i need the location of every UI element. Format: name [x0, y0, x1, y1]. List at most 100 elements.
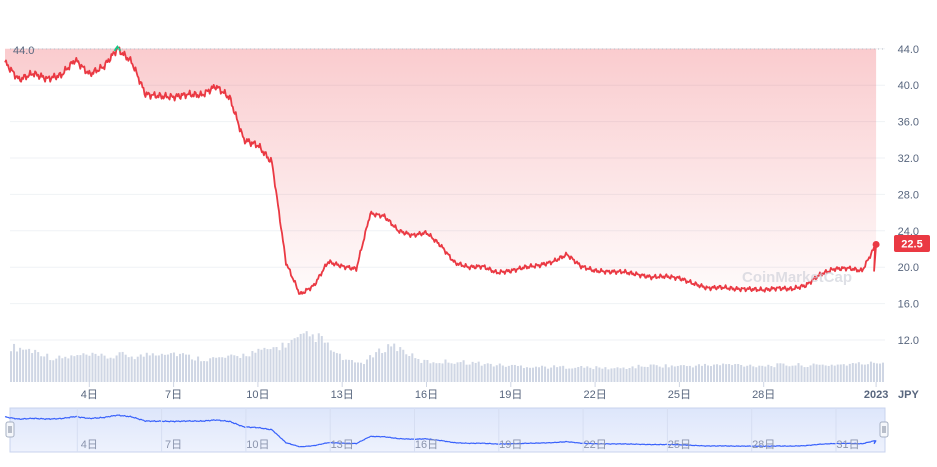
volume-bar [800, 365, 803, 382]
volume-bar [206, 361, 209, 382]
volume-bar [402, 349, 405, 382]
volume-bar [236, 356, 239, 382]
navigator-tick-label: 10日 [246, 439, 269, 451]
watermark-text: CoinMarketCap [742, 269, 852, 286]
volume-bar [667, 367, 670, 382]
volume-bar [613, 368, 616, 382]
volume-bar [848, 363, 851, 382]
volume-bar [411, 353, 414, 382]
volume-bar [604, 367, 607, 382]
volume-bar [308, 336, 311, 382]
volume-bar [827, 365, 830, 382]
navigator-handle-right[interactable] [879, 421, 889, 438]
volume-bar [803, 367, 806, 382]
volume-bar [550, 367, 553, 382]
y-tick-label: 36.0 [898, 117, 919, 129]
volume-bar [49, 360, 52, 382]
x-tick-label: 16日 [415, 389, 438, 401]
volume-bar [136, 356, 139, 382]
volume-bar [869, 361, 872, 382]
volume-bar [758, 365, 761, 382]
volume-bar [19, 347, 22, 382]
volume-bar [839, 364, 842, 382]
volume-bar [142, 356, 145, 382]
volume-bar [178, 353, 181, 382]
volume-bar [697, 364, 700, 382]
volume-bar [670, 365, 673, 382]
volume-bar [480, 365, 483, 382]
volume-bar [326, 342, 329, 382]
volume-bar [209, 358, 212, 382]
volume-bar [881, 362, 884, 382]
volume-bar [682, 365, 685, 382]
volume-bar [97, 355, 100, 382]
navigator-handle-left[interactable] [5, 421, 15, 438]
volume-bar [251, 351, 254, 382]
volume-bar [764, 366, 767, 382]
volume-bar [770, 366, 773, 382]
volume-bar [269, 349, 272, 382]
x-tick-label: 13日 [331, 389, 354, 401]
volume-bar [305, 331, 308, 382]
volume-bar [363, 364, 366, 382]
volume-bar [734, 364, 737, 382]
volume-bar [583, 367, 586, 382]
volume-bar [181, 353, 184, 382]
volume-bar [218, 357, 221, 382]
volume-bar [215, 357, 218, 382]
volume-bar [655, 365, 658, 382]
volume-bar [82, 353, 85, 382]
y-tick-label: 12.0 [898, 335, 919, 347]
volume-bar [185, 354, 188, 382]
volume-bar [127, 357, 130, 382]
navigator-tick-label: 7日 [165, 439, 182, 451]
volume-bar [806, 367, 809, 382]
volume-bar [773, 367, 776, 382]
navigator-window[interactable] [9, 407, 886, 453]
volume-bar [824, 365, 827, 382]
volume-bar [568, 368, 571, 382]
volume-bar [10, 351, 13, 382]
volume-bar [230, 354, 233, 382]
volume-bar [646, 366, 649, 382]
volume-bar [728, 363, 731, 382]
volume-bar [166, 354, 169, 382]
volume-bar [317, 333, 320, 382]
navigator[interactable]: 4日 7日 10日 13日 16日 19日 22日 25日 28日 31日 [4, 407, 889, 453]
price-area [4, 45, 880, 295]
volume-bar [453, 363, 456, 382]
y-tick-label: 20.0 [898, 262, 919, 274]
volume-bar [28, 348, 31, 382]
volume-bar [450, 363, 453, 382]
volume-bar [169, 353, 172, 382]
volume-bar [254, 352, 257, 382]
volume-bar [79, 355, 82, 382]
volume-bar [477, 361, 480, 382]
volume-bar [553, 365, 556, 382]
volume-bar [577, 367, 580, 382]
navigator-line [4, 414, 877, 448]
volume-bar [628, 368, 631, 382]
y-tick-label: 16.0 [898, 299, 919, 311]
volume-bar [610, 368, 613, 382]
volume-bar [788, 366, 791, 382]
volume-bar [130, 356, 133, 382]
volume-bar [649, 364, 652, 382]
volume-bar [356, 362, 359, 382]
volume-bar [338, 353, 341, 382]
volume-bar [622, 367, 625, 382]
volume-bar [148, 355, 151, 382]
volume-bar [441, 363, 444, 382]
volume-bar [200, 361, 203, 382]
volume-bar [224, 357, 227, 382]
navigator-tick-label: 28日 [752, 439, 775, 451]
x-tick-label: 2023 [864, 389, 888, 401]
volume-bar [456, 362, 459, 382]
volume-bar [387, 344, 390, 382]
volume-bar [329, 350, 332, 382]
volume-bar [408, 356, 411, 382]
y-tick-label: 24.0 [898, 226, 919, 238]
volume-bar [776, 363, 779, 382]
volume-bar [203, 361, 206, 382]
volume-bar [501, 365, 504, 382]
